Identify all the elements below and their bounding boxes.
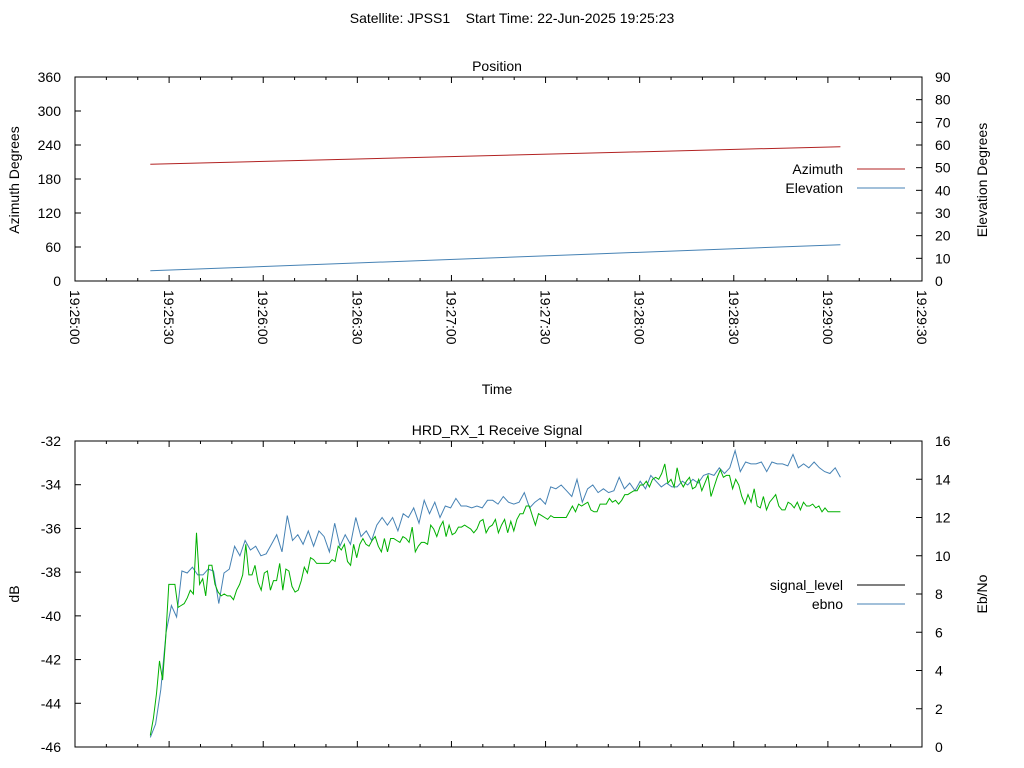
position-y-axis-label: Azimuth Degrees — [6, 126, 22, 233]
position-legend-label: Azimuth — [792, 161, 843, 177]
position-x-tick-label: 19:25:00 — [67, 290, 83, 345]
position-y-tick-label: 360 — [38, 69, 62, 85]
page-title: Satellite: JPSS1 Start Time: 22-Jun-2025… — [350, 10, 675, 26]
series-line-ebno — [149, 448, 841, 738]
series-line-azimuth — [150, 146, 841, 165]
signal-y2-tick-label: 10 — [935, 548, 951, 564]
signal-y-tick-label: -42 — [41, 652, 61, 668]
series-line-elevation — [150, 244, 841, 272]
position-x-tick-label: 19:26:30 — [349, 290, 365, 345]
position-legend-label: Elevation — [785, 180, 843, 196]
signal-y-axis-label: dB — [6, 585, 22, 602]
position-y2-tick-label: 20 — [935, 228, 951, 244]
signal-legend-label: signal_level — [770, 577, 843, 593]
signal-y2-axis-label: Eb/No — [974, 574, 990, 613]
signal-title: HRD_RX_1 Receive Signal — [412, 422, 582, 438]
position-x-tick-label: 19:25:30 — [161, 290, 177, 345]
position-x-ticks: 19:25:00 19:25:30 19:26:00 19:26:30 19:27:00… — [67, 77, 930, 345]
position-y2-tick-label: 10 — [935, 250, 951, 266]
signal-legend-label: ebno — [812, 596, 843, 612]
signal-x-ticks — [74, 441, 923, 747]
signal-series — [149, 448, 841, 738]
signal-y2-tick-label: 8 — [935, 586, 943, 602]
position-chart: Position 19:25:00 19:25:30 19:26:00 19:26:3… — [6, 58, 990, 397]
signal-y-tick-label: -44 — [41, 695, 61, 711]
position-y2-tick-label: 50 — [935, 160, 951, 176]
signal-y-tick-label: -32 — [41, 433, 61, 449]
signal-y-tick-label: -34 — [41, 477, 61, 493]
position-y2-tick-label: 0 — [935, 273, 943, 289]
position-series — [150, 146, 841, 272]
position-y2-tick-label: 30 — [935, 205, 951, 221]
signal-y-ticks: -32 -34 -36 -38 -40 -42 -44 -46 — [41, 433, 81, 755]
position-y2-tick-label: 70 — [935, 114, 951, 130]
signal-y2-tick-label: 16 — [935, 433, 951, 449]
signal-chart: HRD_RX_1 Receive Signal -32-34-36-38-40-… — [6, 422, 990, 755]
position-y2-tick-label: 80 — [935, 92, 951, 108]
signal-y2-tick-label: 12 — [935, 510, 951, 526]
signal-y2-tick-label: 14 — [935, 471, 951, 487]
position-y2-axis-label: Elevation Degrees — [974, 123, 990, 237]
position-y-tick-label: 120 — [38, 205, 62, 221]
position-y2-tick-label: 90 — [935, 69, 951, 85]
position-y-tick-label: 240 — [38, 137, 62, 153]
position-y-tick-label: 0 — [53, 273, 61, 289]
signal-y-tick-label: -40 — [41, 608, 61, 624]
signal-y-tick-label: -36 — [41, 520, 61, 536]
position-y2-tick-label: 40 — [935, 182, 951, 198]
position-x-tick-label: 19:27:30 — [538, 290, 554, 345]
signal-plot-frame — [74, 440, 923, 748]
signal-y2-tick-label: 0 — [935, 739, 943, 755]
position-y2-ticks: 0 10 20 30 40 50 60 70 80 90 — [916, 69, 951, 289]
position-x-tick-label: 19:27:00 — [443, 290, 459, 345]
position-plot-frame — [74, 76, 923, 282]
series-line-series-2 — [149, 463, 841, 736]
position-y2-tick-label: 60 — [935, 137, 951, 153]
position-x-tick-label: 19:28:30 — [726, 290, 742, 345]
position-y-ticks: 0 60 120 180 240 300 360 — [38, 69, 81, 289]
signal-y2-tick-label: 2 — [935, 701, 943, 717]
position-x-tick-label: 19:28:00 — [632, 290, 648, 345]
position-x-tick-label: 19:29:00 — [820, 290, 836, 345]
position-x-tick-label: 19:26:00 — [255, 290, 271, 345]
signal-y2-ticks: 0 2 4 6 8 10 12 14 16 — [916, 433, 951, 755]
signal-y-tick-label: -38 — [41, 564, 61, 580]
position-y-tick-label: 300 — [38, 103, 62, 119]
signal-y-tick-label: -46 — [41, 739, 61, 755]
position-title: Position — [472, 58, 522, 74]
position-y-tick-label: 180 — [38, 171, 62, 187]
position-x-axis-label: Time — [482, 381, 513, 397]
signal-y2-tick-label: 4 — [935, 663, 943, 679]
position-x-tick-label: 19:29:30 — [914, 290, 930, 345]
signal-y2-tick-label: 6 — [935, 624, 943, 640]
position-legend: Azimuth Elevation — [785, 161, 905, 196]
position-y-tick-label: 60 — [45, 239, 61, 255]
